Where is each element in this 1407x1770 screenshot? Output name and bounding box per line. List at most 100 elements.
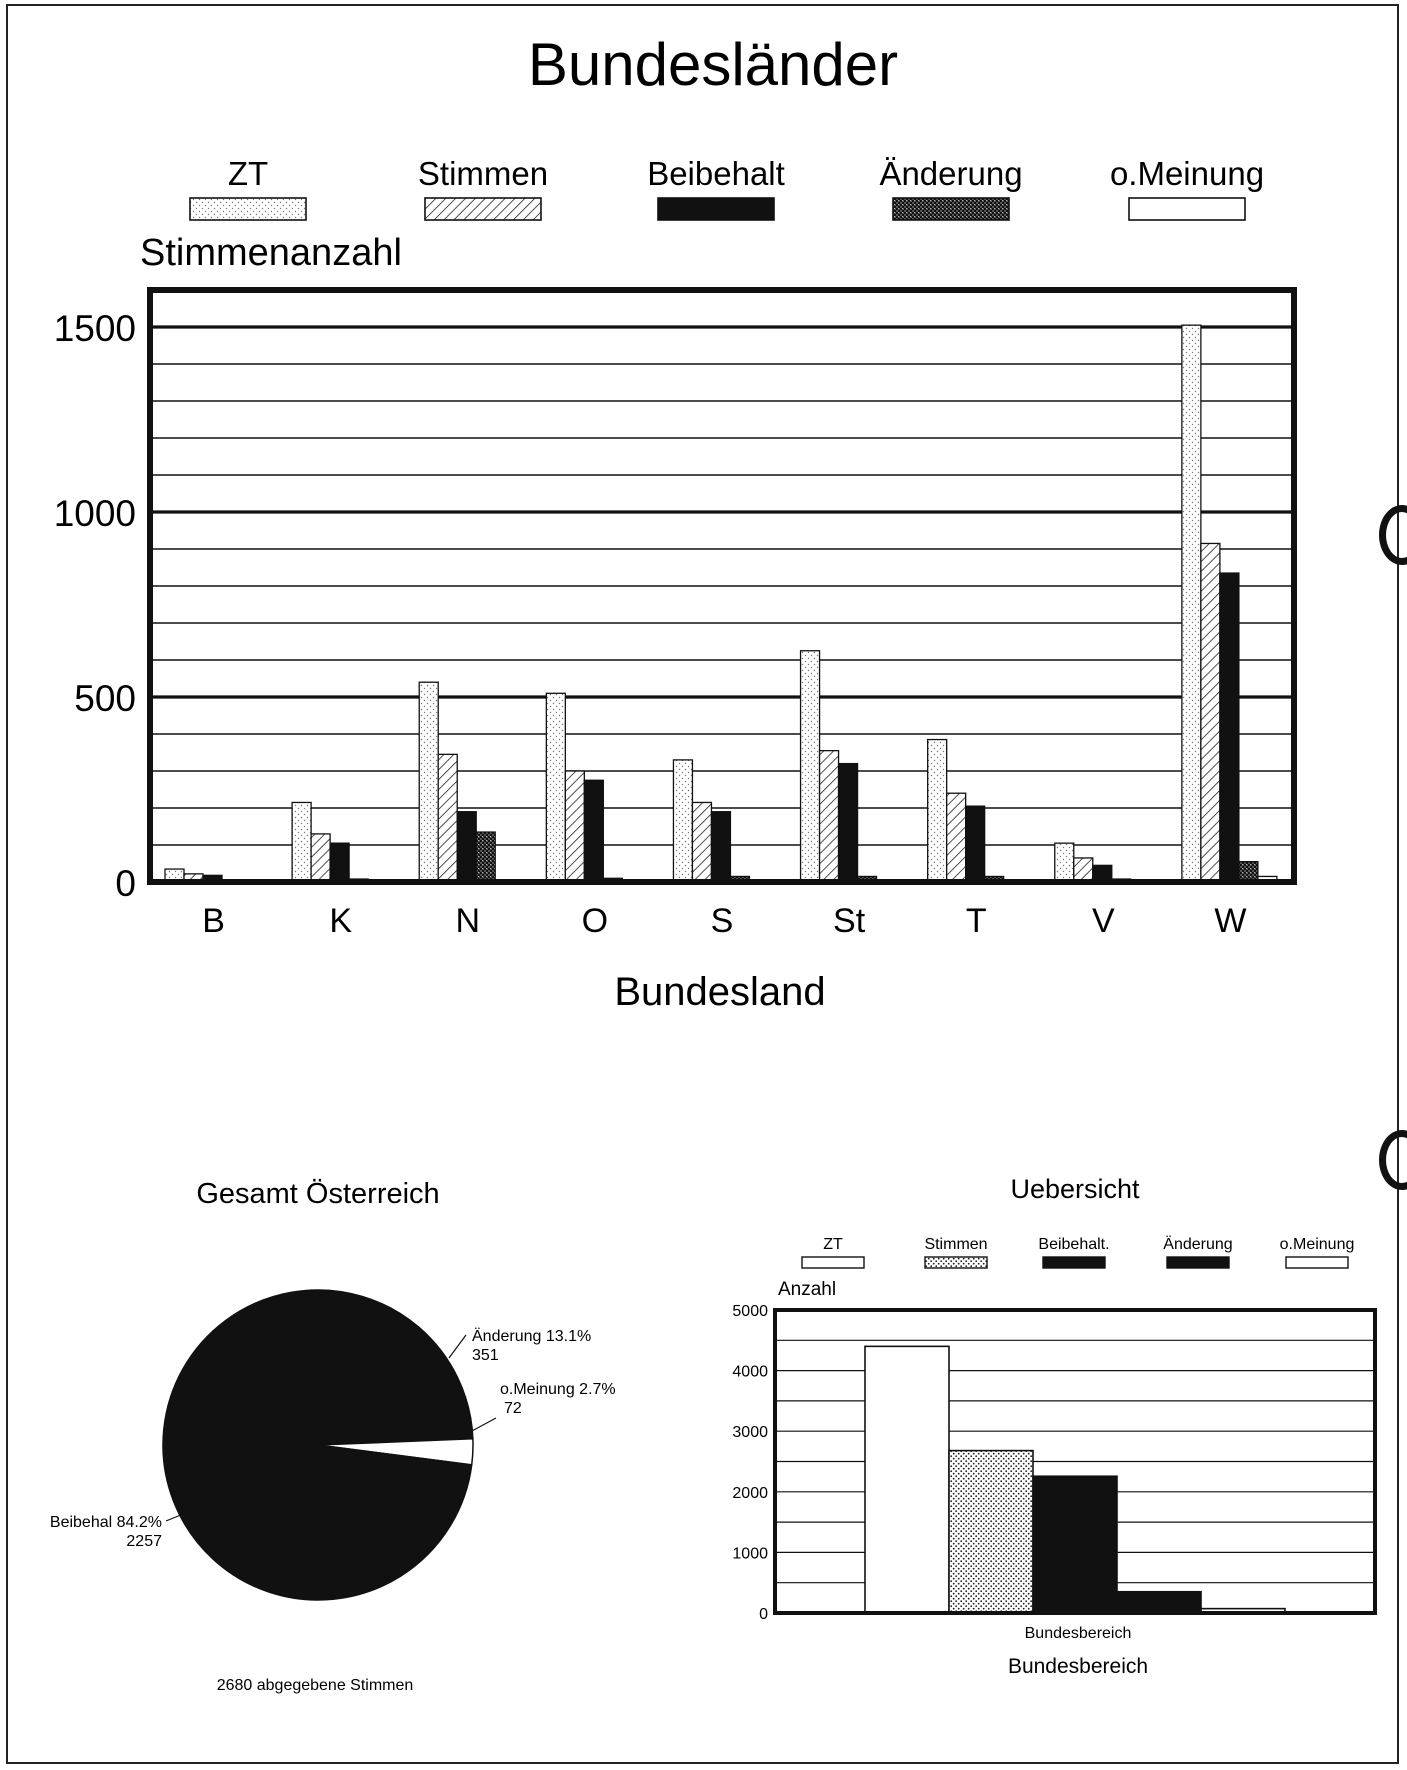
chart1-legend-swatch-3 <box>892 197 1010 221</box>
chart1-bar-W-0 <box>1181 324 1202 883</box>
chart1-category-label-V: V <box>1092 902 1115 940</box>
chart1-bar-St-1 <box>818 750 840 883</box>
chart3-legend-label-3: Änderung <box>1163 1235 1232 1253</box>
chart3-y-ticks: 0 1000 2000 3000 4000 5000 <box>732 1303 768 1623</box>
chart1-legend: ZT Stimmen Beibehalt Änderung o.Meinung <box>189 155 1264 221</box>
chart1-bar-T-0 <box>927 738 948 883</box>
chart2-slice-label-0: Änderung 13.1% <box>472 1327 591 1345</box>
chart1-category-label-O: O <box>582 902 608 940</box>
chart1-bar-S-0 <box>672 759 694 883</box>
chart3-x-axis-label: Bundesbereich <box>1008 1655 1148 1678</box>
chart1-bar-O-0 <box>545 692 566 883</box>
chart1-bar-N-2 <box>456 811 477 883</box>
chart1-plot-frame <box>147 287 1297 885</box>
chart3-bars <box>864 1345 1286 1614</box>
chart1-bar-W-2 <box>1219 572 1240 883</box>
chart1-y-tick-3: 1500 <box>54 308 136 349</box>
chart1-bar-T-2 <box>965 805 986 883</box>
binder-hole-bottom <box>1379 1130 1407 1190</box>
chart1-category-label-N: N <box>455 902 480 940</box>
chart1-category-labels: B K N O S St T V W <box>202 902 1246 940</box>
chart3-category-label: Bundesbereich <box>1025 1625 1132 1642</box>
chart3-legend-swatch-3 <box>1166 1256 1230 1269</box>
chart1-category-label-K: K <box>329 902 352 940</box>
chart2-leader-line-0 <box>448 1334 467 1359</box>
binder-hole-top <box>1379 505 1407 565</box>
chart1-x-axis-label: Bundesland <box>614 970 825 1014</box>
chart1-bar-N-0 <box>418 681 439 883</box>
chart1-y-ticks: 0 500 1000 1500 <box>54 308 136 904</box>
chart3-legend-label-4: o.Meinung <box>1280 1236 1355 1253</box>
chart3-bar-1 <box>948 1449 1034 1614</box>
chart3-legend-label-2: Beibehalt. <box>1038 1236 1109 1253</box>
chart2-slices <box>162 1289 474 1601</box>
bundeslaender-chart: Bundesländer ZT Stimmen Beibehalt Änderung o… <box>54 31 1297 1014</box>
chart1-bar-O-2 <box>583 779 604 883</box>
chart2-title: Gesamt Österreich <box>196 1178 439 1210</box>
chart2-slice-label-2: Beibehal 84.2% <box>50 1514 162 1531</box>
chart1-legend-label-4: o.Meinung <box>1110 155 1264 192</box>
chart3-bar-2 <box>1032 1475 1118 1614</box>
chart1-bar-W-3 <box>1238 861 1259 883</box>
chart3-y-tick-0: 0 <box>759 1606 768 1623</box>
chart1-legend-label-1: Stimmen <box>418 155 548 192</box>
chart3-title: Uebersicht <box>1010 1174 1140 1204</box>
chart3-y-axis-label: Anzahl <box>778 1279 836 1300</box>
chart1-bar-S-1 <box>691 801 713 883</box>
chart3-plot-frame <box>773 1308 1377 1615</box>
uebersicht-chart: Uebersicht ZT Stimmen Beibehalt. Änderung o.… <box>732 1174 1377 1678</box>
chart1-title: Bundesländer <box>528 31 898 98</box>
chart1-y-tick-0: 0 <box>115 863 136 904</box>
page-border <box>6 4 1399 1764</box>
chart1-y-axis-label: Stimmenanzahl <box>140 232 402 274</box>
chart1-gridlines <box>150 325 1294 846</box>
chart2-footer: 2680 abgegebene Stimmen <box>217 1677 414 1694</box>
chart2-slice-count-2: 2257 <box>126 1533 162 1550</box>
chart1-bar-St-0 <box>799 650 821 883</box>
chart3-legend-label-0: ZT <box>823 1236 843 1253</box>
chart3-y-tick-3: 3000 <box>732 1424 768 1441</box>
chart1-legend-swatch-2 <box>657 197 775 221</box>
chart3-legend: ZT Stimmen Beibehalt. Änderung o.Meinung <box>801 1235 1355 1269</box>
chart1-category-label-B: B <box>202 902 225 940</box>
chart1-category-label-St: St <box>833 902 866 940</box>
chart3-legend-swatch-4 <box>1285 1256 1349 1269</box>
chart1-bar-V-1 <box>1073 857 1094 883</box>
chart2-slice-label-1: o.Meinung 2.7% <box>500 1381 616 1398</box>
chart1-bar-T-1 <box>946 792 967 883</box>
chart3-legend-swatch-2 <box>1042 1256 1106 1269</box>
chart2-slice-count-0: 351 <box>472 1347 499 1364</box>
chart1-bar-W-1 <box>1200 542 1221 883</box>
chart1-bar-N-1 <box>437 753 458 883</box>
chart1-bar-O-1 <box>564 770 585 883</box>
chart2-slice-2 <box>162 1289 473 1601</box>
chart3-y-tick-1: 1000 <box>732 1545 768 1562</box>
chart3-legend-label-1: Stimmen <box>924 1236 987 1253</box>
chart1-category-label-S: S <box>711 902 734 940</box>
chart1-bar-K-1 <box>310 833 331 883</box>
chart1-legend-swatch-0 <box>189 197 307 221</box>
chart1-category-label-T: T <box>966 902 987 940</box>
chart1-bars <box>164 324 1278 883</box>
chart1-bar-K-2 <box>329 842 350 883</box>
chart2-leader-line-1 <box>469 1417 497 1433</box>
chart1-legend-label-2: Beibehalt <box>647 155 785 192</box>
chart1-bar-K-0 <box>291 801 312 883</box>
chart2-leader-line-2 <box>165 1511 189 1522</box>
chart1-bar-N-3 <box>475 831 496 883</box>
gesamt-oesterreich-pie-chart: Gesamt Österreich Änderung 13.1% 351o.Mei… <box>50 1178 616 1694</box>
chart1-bar-S-2 <box>710 811 732 883</box>
chart3-y-tick-5: 5000 <box>732 1303 768 1320</box>
chart1-legend-label-3: Änderung <box>879 155 1022 192</box>
chart1-legend-swatch-4 <box>1128 197 1246 221</box>
chart3-bar-3 <box>1116 1590 1202 1614</box>
chart1-y-tick-1: 500 <box>74 678 136 719</box>
chart1-bar-V-0 <box>1054 842 1075 883</box>
chart1-bar-St-2 <box>837 762 859 883</box>
chart3-y-tick-2: 2000 <box>732 1485 768 1502</box>
chart3-legend-swatch-1 <box>924 1256 988 1269</box>
chart1-y-tick-2: 1000 <box>54 493 136 534</box>
chart2-slice-count-1: 72 <box>504 1400 522 1417</box>
